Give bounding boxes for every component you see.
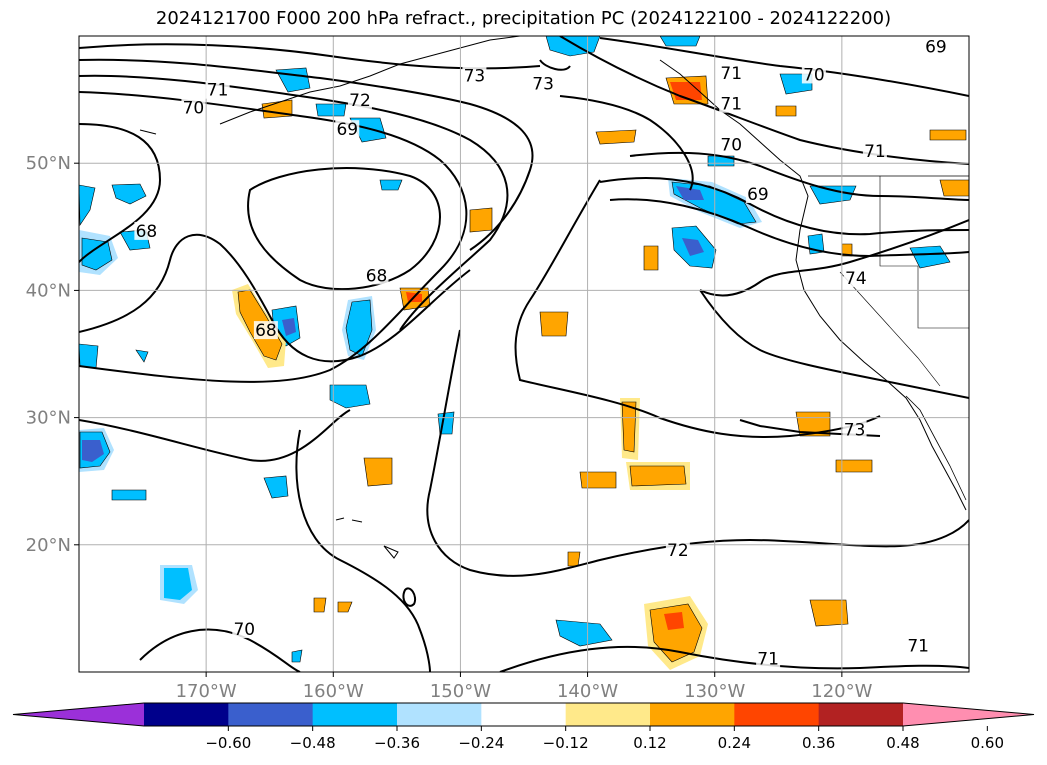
contour-label-bg [253, 321, 278, 340]
contour-label: 70 [183, 99, 205, 119]
contour-label: 70 [233, 620, 255, 640]
lon-tick-label: 120°W [811, 681, 872, 702]
contour-label-bg [462, 66, 487, 85]
contour-label-bg [862, 141, 887, 160]
positive-precip-patches [232, 75, 969, 670]
contour-label-bg [531, 74, 556, 93]
colorbar-tick-label: −0.60 [205, 734, 251, 752]
contour-label: 72 [349, 91, 371, 111]
contour-label: 69 [747, 185, 769, 205]
contour-label-bg [364, 266, 389, 285]
lat-tick-label: 50°N [26, 153, 71, 174]
contour-label-bg [232, 620, 257, 639]
colorbar-bin [565, 703, 651, 726]
coastlines [139, 36, 969, 559]
lat-tick-label: 20°N [26, 535, 71, 556]
colorbar-bin [312, 703, 398, 726]
contour-label-bg [134, 221, 159, 240]
contour-label-bg [745, 185, 770, 203]
precipitation-shading [79, 36, 969, 670]
colorbar-outline [12, 702, 1035, 727]
contour-label: 73 [844, 420, 866, 440]
contour-label: 70 [803, 65, 825, 85]
contour-label-bg [906, 636, 931, 655]
contour-label: 74 [845, 269, 867, 289]
colorbar: −0.60 −0.48 −0.36 −0.24 −0.12 0.12 0.24 0.36 0.4… [12, 702, 1035, 752]
contour-label: 71 [907, 637, 929, 657]
colorbar-bin [481, 703, 567, 726]
contour-label-bg [719, 64, 744, 83]
contour-label: 71 [207, 81, 229, 101]
colorbar-tick-label: −0.48 [290, 734, 336, 752]
lat-tick-label: 40°N [26, 280, 71, 301]
contour-label: 69 [336, 120, 358, 140]
colorbar-tick-label: 0.12 [633, 734, 666, 752]
contour-label-bg [842, 420, 867, 439]
contour-label-bg [719, 94, 744, 113]
colorbar-extend-low [13, 703, 144, 726]
colorbar-bin [650, 703, 735, 726]
colorbar-bin [734, 703, 820, 726]
colorbar-bin [818, 703, 904, 726]
lon-tick-label: 140°W [557, 681, 618, 702]
map-axes: 170°W 160°W 150°W 140°W 130°W 120°W 20°N 30°N 40… [26, 153, 873, 702]
colorbar-tick-label: 0.36 [802, 734, 835, 752]
colorbar-tick-label: 0.48 [886, 734, 919, 752]
colorbar-bin [228, 703, 314, 726]
contour-label: 71 [720, 95, 742, 115]
contour-label: 72 [667, 541, 689, 561]
contour-label-bg [665, 541, 690, 560]
contour-label-bg [923, 37, 948, 56]
colorbar-bin [397, 703, 482, 726]
contour-label-bg [843, 268, 868, 287]
contour-label: 71 [720, 64, 742, 84]
colorbar-tick-label: −0.24 [458, 734, 504, 752]
contour-label: 69 [925, 37, 947, 57]
refractivity-contours [79, 36, 969, 672]
contour-label: 70 [720, 135, 742, 155]
colorbar-tick-label: 0.24 [718, 734, 751, 752]
contour-label: 71 [757, 649, 779, 669]
contour-label-bg [801, 65, 826, 84]
lon-tick-label: 170°W [176, 681, 237, 702]
negative-precip-patches [79, 36, 951, 663]
map-frame [78, 35, 970, 673]
colorbar-tick-label: −0.12 [543, 734, 589, 752]
graticule [79, 36, 969, 672]
contour-label-bg [335, 120, 360, 139]
contour-label: 68 [255, 321, 277, 341]
lat-tick-label: 30°N [26, 408, 71, 429]
contour-label-bg [719, 135, 744, 154]
contour-label-bg [756, 649, 781, 668]
contour-label-bg [347, 90, 372, 109]
contour-label: 68 [136, 222, 158, 242]
map-title: 2024121700 F000 200 hPa refract., precip… [155, 8, 892, 29]
contour-label-bg [181, 98, 206, 117]
contour-label-bg [205, 80, 230, 99]
lon-tick-label: 150°W [430, 681, 491, 702]
contour-label: 73 [532, 74, 554, 94]
contour-label: 68 [366, 266, 388, 286]
lon-tick-label: 130°W [684, 681, 745, 702]
contour-label: 71 [864, 142, 886, 162]
colorbar-tick-label: 0.60 [971, 734, 1004, 752]
colorbar-extend-high [903, 703, 1034, 726]
colorbar-tick-label: −0.36 [374, 734, 420, 752]
colorbar-bin [144, 703, 229, 726]
lon-tick-label: 160°W [303, 681, 364, 702]
contour-label: 73 [464, 67, 486, 87]
